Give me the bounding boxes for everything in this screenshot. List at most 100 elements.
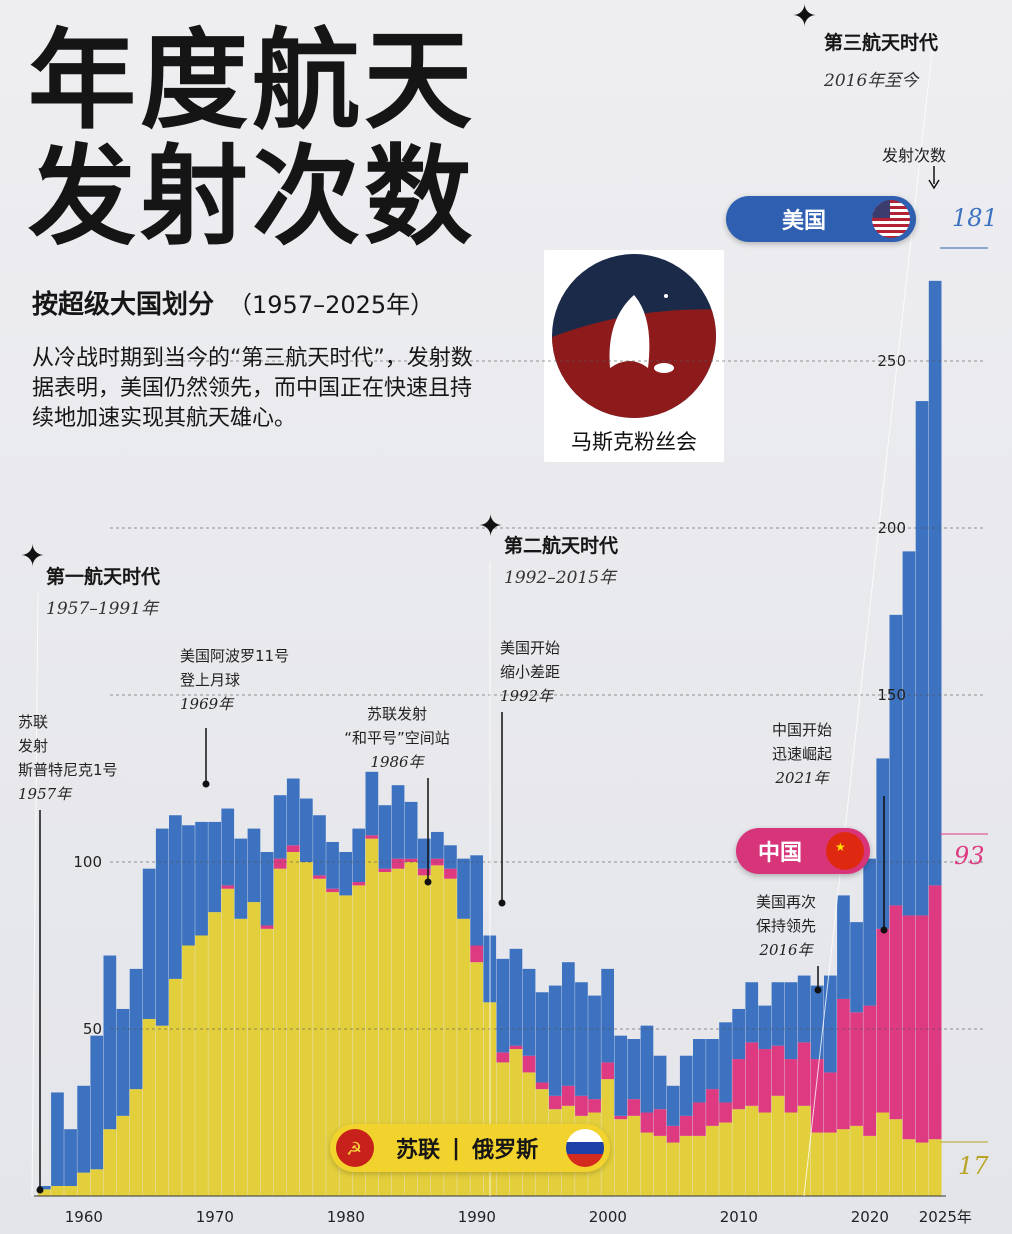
bar-ussr-russia-2003 [640,1132,654,1196]
bar-usa-2003 [640,1025,654,1113]
bar-china-2012 [758,1049,772,1113]
bar-ussr-russia-2012 [758,1112,772,1196]
callout-china-rise-line-dot [880,926,888,934]
title-line-2: 发射次数 [28,134,477,260]
bar-china-1986 [417,868,431,876]
bar-china-2017 [824,1072,837,1133]
bar-china-1997 [562,1085,575,1106]
description: 从冷战时期到当今的“第三航天时代”，发射数据表明，美国仍然领先，而中国正在快速且… [32,346,473,431]
bar-usa-1977 [300,798,313,862]
legend-china: 中国 ★ [736,828,870,874]
annotation-year: 2021年 [775,769,829,787]
bar-usa-1966 [155,828,169,1026]
era-2-name: 第二航天时代 [504,535,619,557]
bar-usa-2017 [824,975,837,1073]
annotation-text: 苏联 [18,713,49,731]
era-3-years: 2016年至今 [824,71,919,91]
bar-china-2004 [653,1109,667,1136]
bar-china-1971 [221,885,235,889]
bar-ussr-russia-2005 [666,1142,680,1196]
bar-ussr-russia-1978 [313,878,326,1196]
bar-usa-2004 [653,1055,667,1110]
bar-ussr-russia-1980 [339,895,352,1196]
bar-usa-1982 [365,771,379,836]
bar-china-2013 [771,1045,785,1096]
bar-ussr-russia-1961 [90,1169,104,1196]
bar-usa-2015 [797,975,811,1043]
bar-china-1999 [588,1099,601,1113]
callout-mir-line-dot [424,878,432,886]
bar-ussr-russia-2015 [797,1105,811,1196]
bar-china-2007 [693,1102,706,1136]
annotation-text: 登上月球 [180,671,241,689]
annotation-text: 苏联发射 [366,705,427,723]
bar-ussr-russia-1971 [221,888,235,1196]
bar-usa-2014 [784,982,798,1060]
x-tick-label-2000: 2000 [589,1208,627,1226]
subtitle: 按超级大国划分 （1957–2025年） [32,290,435,320]
bar-ussr-russia-1959 [64,1185,77,1196]
bar-ussr-russia-2024 [915,1142,929,1196]
svg-text:☭: ☭ [346,1139,362,1160]
bar-ussr-russia-2016 [810,1132,824,1196]
bar-ussr-russia-1957 [38,1189,51,1196]
bar-ussr-russia-2017 [824,1132,837,1196]
bar-usa-1990 [470,855,483,946]
bar-usa-2020 [863,858,876,1006]
annotation-text: “和平号”空间站 [344,729,450,747]
bar-usa-1978 [313,815,326,876]
bar-ussr-russia-2021 [876,1112,890,1196]
x-tick-label-1970: 1970 [196,1208,234,1226]
era-1-years: 1957–1991年 [46,599,159,619]
bar-china-2018 [837,998,850,1130]
bar-china-1988 [444,868,457,879]
bar-usa-1972 [234,838,248,919]
bar-usa-1974 [260,851,274,926]
russia-flag-icon [566,1129,604,1167]
bar-ussr-russia-1981 [352,885,366,1196]
bar-usa-2024 [915,401,929,916]
bar-china-2016 [810,1059,824,1133]
legend-ussr-russia: ☭ 苏联 | 俄罗斯 [330,1124,610,1172]
callout-apollo-line-dot [202,780,210,788]
bar-ussr-russia-1963 [116,1115,130,1196]
bar-ussr-russia-1970 [208,912,221,1196]
bar-usa-1958 [51,1092,64,1186]
bar-usa-2002 [627,1039,641,1100]
bar-china-2000 [601,1062,614,1080]
china-2025-value: 93 [954,842,985,870]
bar-ussr-russia-2001 [614,1119,628,1196]
bar-usa-1992 [496,958,510,1053]
bar-ussr-russia-1976 [286,851,300,1196]
watermark-text: 马斯克粉丝会 [571,430,697,454]
bar-usa-1973 [247,828,261,903]
legend-russia-label: 俄罗斯 [472,1138,539,1163]
bar-usa-1994 [522,968,536,1056]
bar-china-1985 [404,858,418,862]
annotation-text: 缩小差距 [500,663,561,681]
y-tick-label-150: 150 [877,686,906,704]
x-tick-label-1960: 1960 [65,1208,103,1226]
bar-usa-1985 [404,801,418,859]
era-1-name: 第一航天时代 [46,566,161,588]
bar-china-2003 [640,1112,654,1133]
bar-ussr-russia-2007 [693,1135,706,1196]
bar-ussr-russia-1975 [273,868,287,1196]
bar-china-2011 [745,1042,759,1106]
bar-china-2025 [928,885,942,1140]
bar-usa-1957 [38,1185,51,1190]
bar-ussr-russia-1974 [260,928,274,1196]
y-tick-label-50: 50 [83,1020,102,1038]
bar-ussr-russia-1984 [391,868,405,1196]
bar-usa-1989 [457,858,470,919]
x-tick-label-1980: 1980 [327,1208,365,1226]
launch-count-label: 发射次数 [882,146,947,165]
bar-china-1979 [326,888,339,893]
bar-ussr-russia-1982 [365,838,379,1196]
bar-usa-1960 [77,1085,90,1173]
bar-ussr-russia-2008 [706,1125,719,1196]
bar-ussr-russia-2009 [719,1122,732,1196]
annotation-year: 1986年 [370,753,424,771]
bar-usa-1980 [339,851,352,896]
bar-ussr-russia-2018 [837,1129,850,1196]
